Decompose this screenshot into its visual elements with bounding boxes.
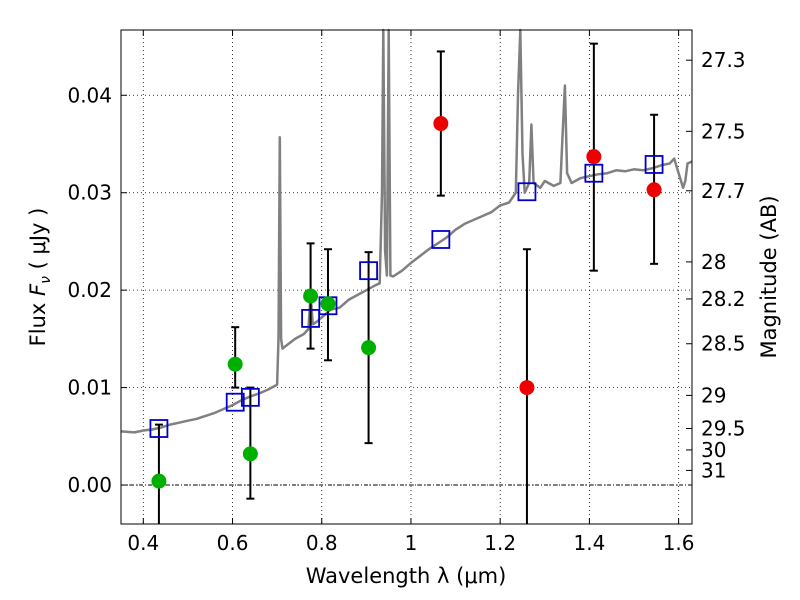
magnitude-tick-label: 30 bbox=[701, 438, 726, 462]
magnitude-tick-label: 27.5 bbox=[701, 119, 746, 143]
model-point-square bbox=[517, 182, 537, 202]
spectrum-line bbox=[120, 28, 693, 434]
error-bars bbox=[154, 42, 659, 524]
model-point-square bbox=[644, 155, 664, 174]
x-tick-label: 0.6 bbox=[217, 531, 249, 555]
model-point-square bbox=[359, 261, 378, 281]
green-data-point bbox=[361, 340, 377, 356]
observed-points bbox=[151, 116, 662, 489]
y-axis-label-sub: ν bbox=[38, 276, 54, 284]
y-tick-label: 0.00 bbox=[67, 473, 112, 497]
spectrum bbox=[120, 28, 693, 434]
model-point-square bbox=[431, 230, 451, 249]
magnitude-tick-label: 29 bbox=[701, 383, 726, 407]
green-data-point bbox=[151, 473, 167, 489]
y-tick-label: 0.03 bbox=[67, 181, 112, 205]
green-data-point bbox=[320, 296, 336, 312]
x-tick-label: 1.4 bbox=[573, 531, 605, 555]
plot-frame bbox=[120, 29, 693, 525]
green-data-point bbox=[242, 446, 258, 462]
red-data-point bbox=[519, 380, 535, 396]
y-tick-label: 0.02 bbox=[67, 278, 112, 302]
magnitude-tick-label: 28.5 bbox=[701, 332, 746, 356]
magnitude-tick-label: 28 bbox=[701, 250, 726, 274]
ticks: 0.4 0.6 0.8 1 1.2 1.4 1.6 0.00 0.01 0.02 0.03 0.04 2… bbox=[67, 30, 746, 555]
grid bbox=[121, 30, 692, 524]
magnitude-tick-label: 27.7 bbox=[701, 179, 746, 203]
y-axis-label-post: ( μJy ) bbox=[26, 208, 50, 276]
magnitude-tick-label: 27.3 bbox=[701, 48, 746, 72]
y-tick-label: 0.04 bbox=[67, 83, 112, 107]
green-data-point bbox=[227, 356, 243, 372]
model-points bbox=[149, 155, 664, 438]
red-data-point bbox=[586, 149, 602, 165]
model-point-square bbox=[584, 163, 604, 183]
x-tick-label: 0.8 bbox=[306, 531, 338, 555]
x-tick-label: 0.4 bbox=[127, 531, 159, 555]
y-tick-label: 0.01 bbox=[67, 376, 112, 400]
magnitude-tick-label: 29.5 bbox=[701, 417, 746, 441]
model-point-square bbox=[240, 387, 260, 407]
y-axis-label: Flux Fν ( μJy ) bbox=[26, 208, 54, 347]
magnitude-axis-label: Magnitude (AB) bbox=[757, 195, 781, 358]
x-tick-label: 1.2 bbox=[484, 531, 516, 555]
model-point-square bbox=[225, 392, 245, 412]
x-tick-label: 1.6 bbox=[663, 531, 695, 555]
model-point-square bbox=[301, 309, 320, 328]
model-point-square bbox=[149, 419, 169, 438]
green-data-point bbox=[303, 288, 319, 304]
red-data-point bbox=[646, 182, 662, 198]
y-axis-label-symbol: F bbox=[26, 283, 50, 296]
red-data-point bbox=[433, 116, 449, 132]
x-axis-label: Wavelength λ (μm) bbox=[306, 564, 507, 588]
magnitude-tick-label: 31 bbox=[701, 458, 726, 482]
y-axis-label-pre: Flux bbox=[26, 296, 50, 346]
x-tick-label: 1 bbox=[405, 531, 418, 555]
magnitude-tick-label: 28.2 bbox=[701, 287, 746, 311]
